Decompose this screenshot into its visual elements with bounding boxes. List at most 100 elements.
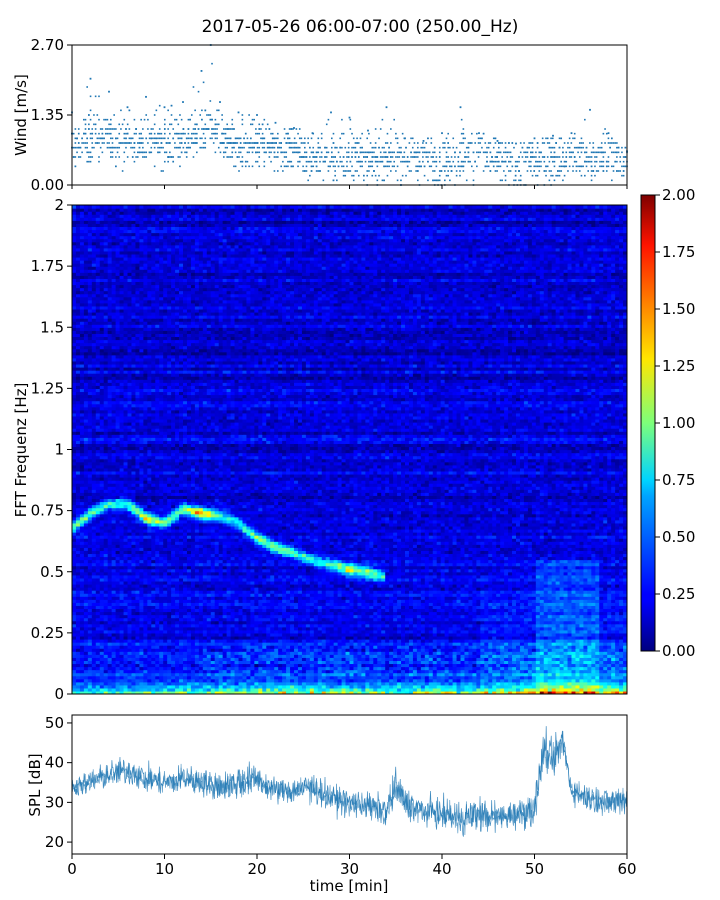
wind-point <box>563 174 566 177</box>
heatmap-cell <box>603 632 608 637</box>
heatmap-cell <box>75 672 81 677</box>
heatmap-cell <box>270 635 275 640</box>
heatmap-cell <box>333 629 339 634</box>
heatmap-cell <box>397 632 402 637</box>
wind-point <box>612 165 615 168</box>
heatmap-cell <box>563 675 569 680</box>
heatmap-cell <box>397 690 402 694</box>
heatmap-cell <box>408 684 414 689</box>
wind-point <box>599 151 601 154</box>
wind-point <box>530 170 532 172</box>
wind-point <box>150 132 153 135</box>
wind-point <box>201 137 203 140</box>
heatmap-cell <box>186 675 192 680</box>
heatmap-cell <box>444 632 450 637</box>
heatmap-cell <box>424 687 430 692</box>
heatmap-cell <box>464 687 470 692</box>
heatmap-cell <box>290 657 295 661</box>
heatmap-cell <box>155 675 160 680</box>
heatmap-cell <box>83 638 89 643</box>
heatmap-cell <box>111 657 117 661</box>
wind-point <box>158 104 161 107</box>
heatmap-cell <box>440 663 446 668</box>
heatmap-cell <box>405 669 410 674</box>
heatmap-cell <box>571 672 577 677</box>
wind-point <box>115 165 117 168</box>
heatmap-cell <box>155 651 160 655</box>
heatmap-cell <box>254 626 259 631</box>
heatmap-cell <box>543 657 549 661</box>
wind-point <box>474 142 476 144</box>
wind-point <box>216 109 218 112</box>
heatmap-cell <box>595 666 600 671</box>
heatmap-cell <box>87 645 93 649</box>
wind-point <box>229 128 232 130</box>
heatmap-cell <box>297 648 303 652</box>
heatmap-cell <box>369 684 374 689</box>
heatmap-cell <box>75 626 81 631</box>
wind-point <box>584 151 586 154</box>
heatmap-cell <box>508 684 513 689</box>
heatmap-cell <box>436 635 442 640</box>
heatmap-cell <box>337 635 343 640</box>
heatmap-cell <box>238 645 244 649</box>
wind-point <box>287 132 289 135</box>
wind-point <box>599 146 601 149</box>
heatmap-cell <box>107 648 113 652</box>
heatmap-cell <box>115 648 121 652</box>
heatmap-cell <box>123 623 129 628</box>
heatmap-cell <box>226 681 232 686</box>
wind-point <box>427 156 429 158</box>
wind-point <box>361 165 363 168</box>
heatmap-cell <box>127 678 133 683</box>
heatmap-cell <box>496 626 501 631</box>
heatmap-cell <box>135 638 140 643</box>
wind-point <box>398 146 401 149</box>
heatmap-cell <box>547 654 553 658</box>
heatmap-cell <box>555 678 561 683</box>
heatmap-cell <box>527 632 533 637</box>
heatmap-cell <box>75 663 81 668</box>
heatmap-cell <box>353 690 359 694</box>
heatmap-cell <box>286 690 291 694</box>
wind-point <box>265 151 267 154</box>
heatmap-cell <box>361 669 366 674</box>
wind-point <box>330 146 333 149</box>
heatmap-cell <box>412 626 418 631</box>
heatmap-cell <box>571 635 577 640</box>
heatmap-cell <box>444 629 450 634</box>
heatmap-cell <box>210 629 216 634</box>
wind-point <box>327 118 330 121</box>
heatmap-cell <box>603 635 608 640</box>
wind-point <box>433 179 436 182</box>
wind-point <box>339 160 342 163</box>
heatmap-cell <box>428 632 434 637</box>
heatmap-cell <box>373 687 378 692</box>
wind-point <box>417 146 419 149</box>
heatmap-cell <box>504 635 509 640</box>
heatmap-cell <box>337 690 343 694</box>
wind-point <box>509 160 512 163</box>
wind-point <box>535 151 537 154</box>
heatmap-cell <box>139 632 144 637</box>
wind-point <box>526 146 529 149</box>
heatmap-cell <box>313 651 319 655</box>
heatmap-cell <box>412 657 418 661</box>
wind-point <box>283 137 286 140</box>
heatmap-cell <box>428 635 434 640</box>
wind-point <box>492 160 495 163</box>
wind-point <box>472 151 475 154</box>
heatmap-cell <box>218 638 224 643</box>
heatmap-cell <box>87 623 93 628</box>
heatmap-cell <box>234 632 240 637</box>
wind-point <box>432 151 434 154</box>
wind-point <box>587 160 589 163</box>
wind-point <box>422 160 424 163</box>
heatmap-cell <box>571 657 577 661</box>
heatmap-cell <box>202 690 208 694</box>
heatmap-cell <box>99 654 105 658</box>
heatmap-cell <box>190 681 196 686</box>
heatmap-cell <box>397 648 402 652</box>
heatmap-cell <box>167 651 172 655</box>
heatmap-cell <box>309 632 315 637</box>
